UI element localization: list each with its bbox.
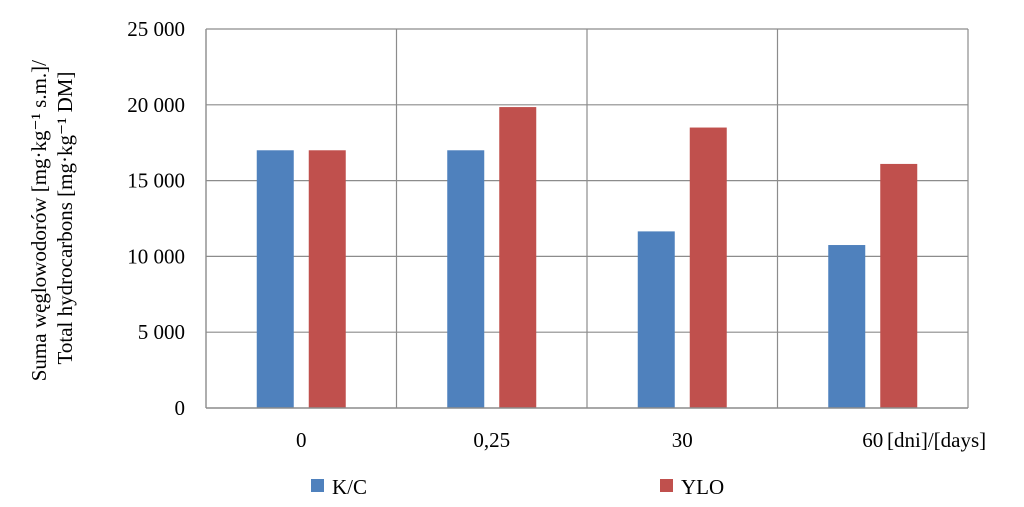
bar-kc-0 [256, 150, 294, 408]
legend: K/C YLO [311, 475, 724, 499]
bar-kc-2 [637, 231, 675, 408]
x-tick-label: 0,25 [473, 428, 510, 452]
legend-swatch [660, 479, 673, 492]
y-tick-labels: 0 5 000 10 000 15 000 20 000 25 000 [127, 17, 185, 420]
x-tick-label: 0 [296, 428, 307, 452]
bar-ylo-1 [499, 107, 537, 408]
y-tick-label: 10 000 [127, 244, 185, 268]
x-axis-title: [dni]/[days] [887, 428, 986, 452]
legend-swatch [311, 479, 324, 492]
y-tick-label: 15 000 [127, 169, 185, 193]
bars [256, 107, 918, 408]
y-tick-label: 25 000 [127, 17, 185, 41]
bar-kc-1 [447, 150, 485, 408]
y-axis-title-line1: Suma węglowodorów [mg·kg⁻¹ s.m.]/ [27, 60, 51, 381]
x-tick-label: 30 [672, 428, 693, 452]
bar-ylo-0 [308, 150, 346, 408]
y-tick-label: 0 [175, 396, 186, 420]
y-tick-label: 5 000 [138, 320, 185, 344]
x-tick-label: 60 [862, 428, 883, 452]
bar-kc-3 [828, 245, 866, 408]
y-axis-title: Suma węglowodorów [mg·kg⁻¹ s.m.]/ Total … [27, 55, 77, 382]
legend-label: K/C [332, 475, 367, 499]
axes [205, 29, 968, 409]
bar-ylo-2 [689, 127, 727, 408]
y-tick-label: 20 000 [127, 93, 185, 117]
x-tick-labels: 0 0,25 30 60 [296, 428, 883, 452]
y-axis-title-line2: Total hydrocarbons [mg·kg⁻¹ DM] [53, 72, 77, 365]
bar-ylo-3 [880, 163, 918, 408]
legend-label: YLO [681, 475, 724, 499]
